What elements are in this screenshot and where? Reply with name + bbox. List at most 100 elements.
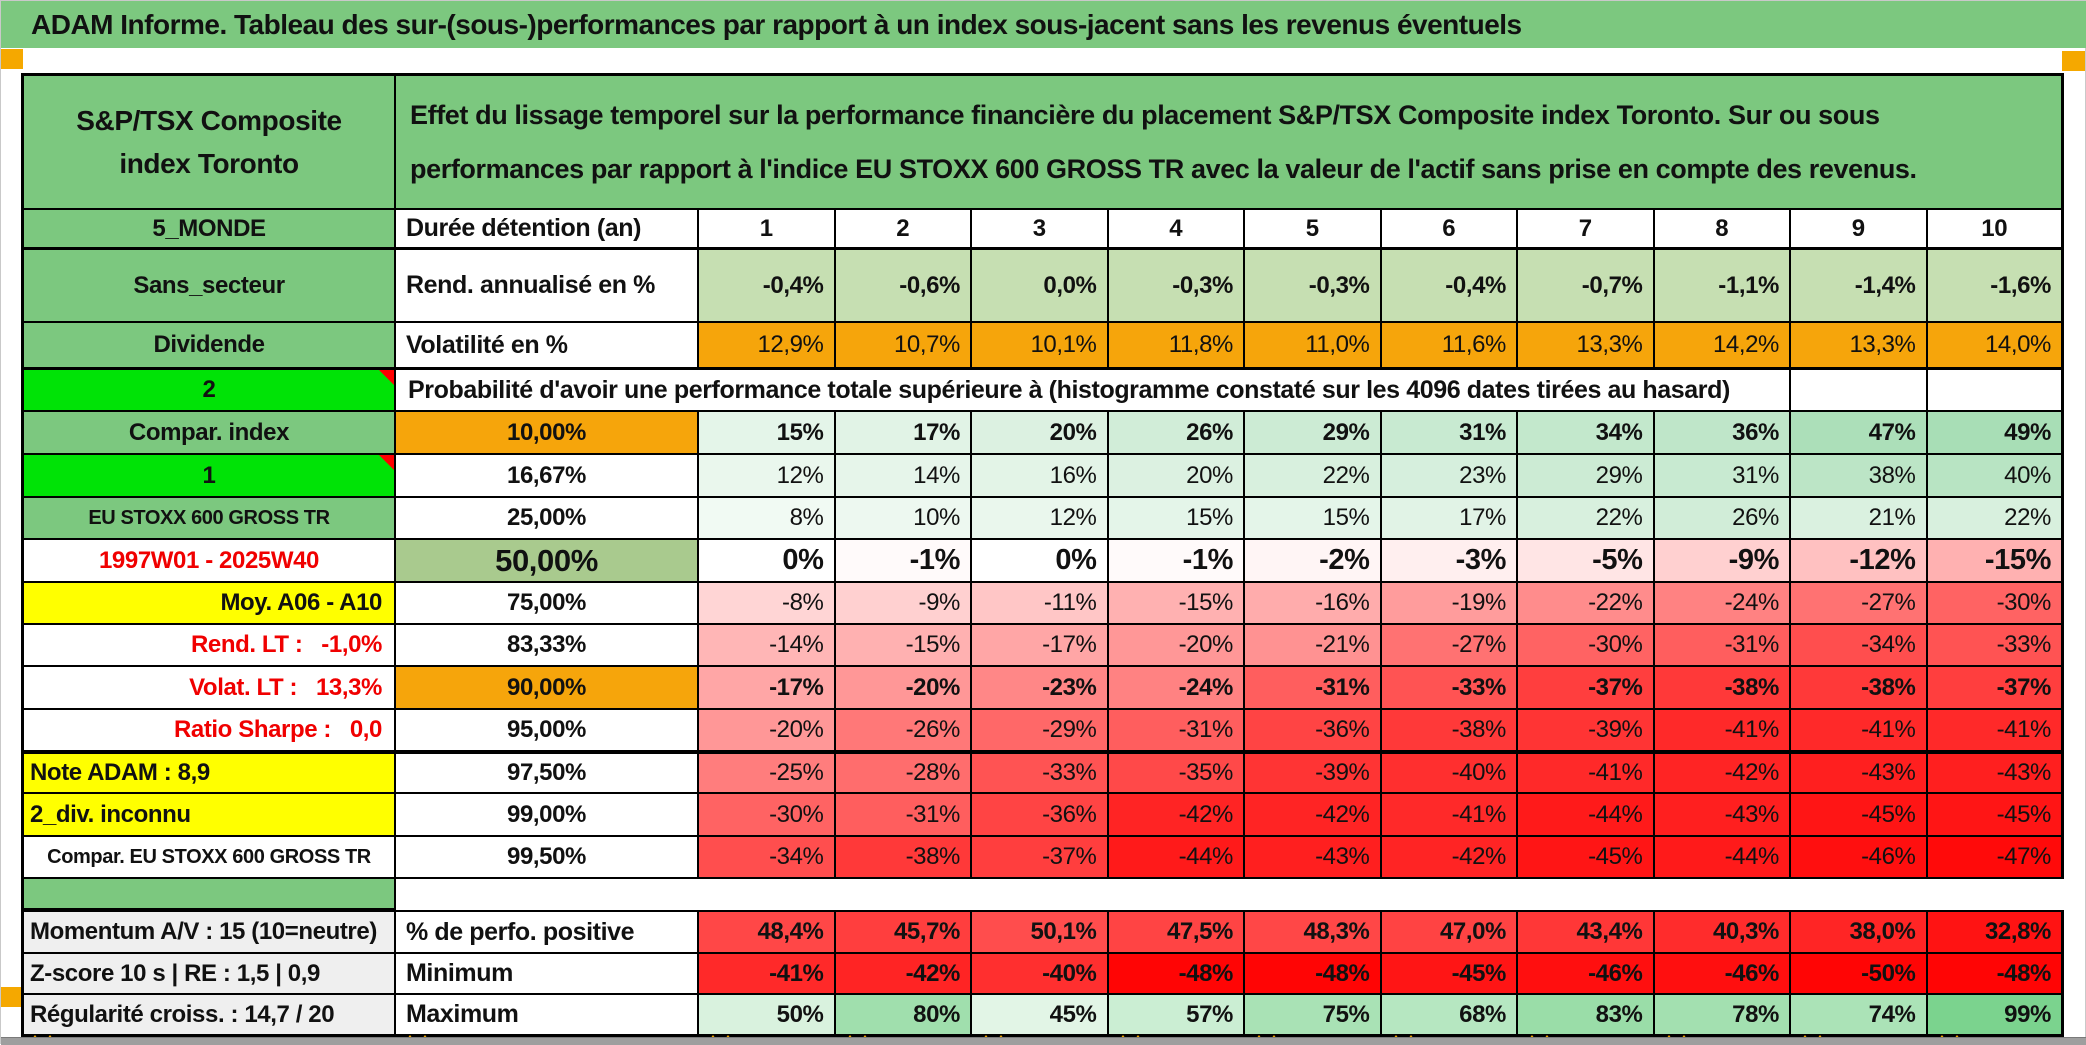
value-cell[interactable]: 34% bbox=[1518, 412, 1655, 455]
value-cell[interactable]: 0,0% bbox=[972, 250, 1109, 323]
value-cell[interactable]: -1% bbox=[835, 540, 972, 583]
value-cell[interactable]: 15% bbox=[1108, 498, 1245, 540]
value-cell[interactable]: -3% bbox=[1381, 540, 1518, 583]
value-cell[interactable]: -5% bbox=[1518, 540, 1655, 583]
value-cell[interactable]: -28% bbox=[835, 752, 972, 794]
row-label-cell[interactable]: Régularité croiss. : 14,7 / 20 bbox=[21, 995, 396, 1037]
value-cell[interactable]: 13,3% bbox=[1518, 323, 1655, 370]
value-cell[interactable]: -40% bbox=[972, 954, 1109, 995]
value-cell[interactable]: -50% bbox=[1791, 954, 1928, 995]
value-cell[interactable]: 11,0% bbox=[1245, 323, 1382, 370]
value-cell[interactable]: -8% bbox=[699, 583, 836, 625]
value-cell[interactable]: 12,9% bbox=[699, 323, 836, 370]
value-cell[interactable]: 38,0% bbox=[1791, 910, 1928, 954]
value-cell[interactable]: -17% bbox=[699, 667, 836, 710]
value-cell[interactable]: 0% bbox=[972, 540, 1109, 583]
value-cell[interactable]: -33% bbox=[1927, 625, 2064, 667]
row-header-cell[interactable]: 75,00% bbox=[396, 583, 699, 625]
value-cell[interactable]: 74% bbox=[1791, 995, 1928, 1037]
row-header-cell[interactable]: 99,00% bbox=[396, 794, 699, 837]
value-cell[interactable]: 57% bbox=[1108, 995, 1245, 1037]
value-cell[interactable]: 47% bbox=[1791, 412, 1928, 455]
value-cell[interactable]: -23% bbox=[972, 667, 1109, 710]
value-cell[interactable]: -31% bbox=[1654, 625, 1791, 667]
value-cell[interactable]: -9% bbox=[1654, 540, 1791, 583]
row-label-cell[interactable]: Moy. A06 - A10 bbox=[21, 583, 396, 625]
value-cell[interactable]: -44% bbox=[1654, 837, 1791, 879]
value-cell[interactable]: -29% bbox=[972, 710, 1109, 752]
empty-cell[interactable] bbox=[1791, 370, 1928, 412]
value-cell[interactable]: -41% bbox=[1654, 710, 1791, 752]
value-cell[interactable]: -33% bbox=[1381, 667, 1518, 710]
row-header-cell[interactable]: Minimum bbox=[396, 954, 699, 995]
value-cell[interactable]: 22% bbox=[1518, 498, 1655, 540]
value-cell[interactable]: 20% bbox=[972, 412, 1109, 455]
row-header-cell[interactable]: 10,00% bbox=[396, 412, 699, 455]
value-cell[interactable]: -46% bbox=[1518, 954, 1655, 995]
value-cell[interactable]: -0,4% bbox=[699, 250, 836, 323]
value-cell[interactable]: 21% bbox=[1791, 498, 1928, 540]
value-cell[interactable]: 7 bbox=[1518, 210, 1655, 250]
value-cell[interactable]: -0,4% bbox=[1381, 250, 1518, 323]
value-cell[interactable]: -42% bbox=[1654, 752, 1791, 794]
value-cell[interactable]: -22% bbox=[1518, 583, 1655, 625]
value-cell[interactable]: -31% bbox=[1245, 667, 1382, 710]
row-header-cell[interactable]: 90,00% bbox=[396, 667, 699, 710]
value-cell[interactable]: -42% bbox=[835, 954, 972, 995]
row-label-cell[interactable]: Compar. index bbox=[21, 412, 396, 455]
value-cell[interactable]: -15% bbox=[1108, 583, 1245, 625]
value-cell[interactable]: -20% bbox=[1108, 625, 1245, 667]
row-label-cell[interactable]: 2 bbox=[21, 370, 396, 412]
value-cell[interactable]: -34% bbox=[1791, 625, 1928, 667]
value-cell[interactable]: -37% bbox=[1927, 667, 2064, 710]
row-label-cell[interactable]: Volat. LT : 13,3% bbox=[21, 667, 396, 710]
row-label-cell[interactable]: Z-score 10 s | RE : 1,5 | 0,9 bbox=[21, 954, 396, 995]
value-cell[interactable]: 36% bbox=[1654, 412, 1791, 455]
value-cell[interactable]: -47% bbox=[1927, 837, 2064, 879]
value-cell[interactable]: 22% bbox=[1245, 455, 1382, 498]
value-cell[interactable]: -30% bbox=[1518, 625, 1655, 667]
value-cell[interactable]: -46% bbox=[1654, 954, 1791, 995]
row-header-cell[interactable]: 99,50% bbox=[396, 837, 699, 879]
value-cell[interactable]: 17% bbox=[1381, 498, 1518, 540]
value-cell[interactable]: 11,6% bbox=[1381, 323, 1518, 370]
value-cell[interactable]: -33% bbox=[972, 752, 1109, 794]
row-label-cell[interactable]: Rend. LT : -1,0% bbox=[21, 625, 396, 667]
value-cell[interactable]: 8 bbox=[1654, 210, 1791, 250]
value-cell[interactable]: -43% bbox=[1654, 794, 1791, 837]
value-cell[interactable]: 6 bbox=[1381, 210, 1518, 250]
value-cell[interactable]: -0,3% bbox=[1245, 250, 1382, 323]
row-header-cell[interactable]: 25,00% bbox=[396, 498, 699, 540]
value-cell[interactable]: -37% bbox=[972, 837, 1109, 879]
row-header-cell[interactable]: Maximum bbox=[396, 995, 699, 1037]
value-cell[interactable]: -40% bbox=[1381, 752, 1518, 794]
value-cell[interactable]: 68% bbox=[1381, 995, 1518, 1037]
row-header-cell[interactable]: % de perfo. positive bbox=[396, 910, 699, 954]
value-cell[interactable]: -31% bbox=[1108, 710, 1245, 752]
row-header-cell[interactable]: Durée détention (an) bbox=[396, 210, 699, 250]
value-cell[interactable]: 38% bbox=[1791, 455, 1928, 498]
separator-cell[interactable] bbox=[21, 879, 396, 910]
value-cell[interactable]: 40% bbox=[1927, 455, 2064, 498]
value-cell[interactable]: 10,1% bbox=[972, 323, 1109, 370]
value-cell[interactable]: 14,0% bbox=[1927, 323, 2064, 370]
value-cell[interactable]: 22% bbox=[1927, 498, 2064, 540]
value-cell[interactable]: 5 bbox=[1245, 210, 1382, 250]
value-cell[interactable]: -44% bbox=[1518, 794, 1655, 837]
value-cell[interactable]: -27% bbox=[1791, 583, 1928, 625]
value-cell[interactable]: -16% bbox=[1245, 583, 1382, 625]
value-cell[interactable]: -27% bbox=[1381, 625, 1518, 667]
value-cell[interactable]: 75% bbox=[1245, 995, 1382, 1037]
value-cell[interactable]: 10% bbox=[835, 498, 972, 540]
row-header-cell[interactable]: 83,33% bbox=[396, 625, 699, 667]
value-cell[interactable]: -41% bbox=[699, 954, 836, 995]
value-cell[interactable]: -37% bbox=[1518, 667, 1655, 710]
value-cell[interactable]: 17% bbox=[835, 412, 972, 455]
row-header-cell[interactable]: 95,00% bbox=[396, 710, 699, 752]
value-cell[interactable]: 1 bbox=[699, 210, 836, 250]
value-cell[interactable]: 43,4% bbox=[1518, 910, 1655, 954]
value-cell[interactable]: 45,7% bbox=[835, 910, 972, 954]
value-cell[interactable]: 0% bbox=[699, 540, 836, 583]
value-cell[interactable]: -43% bbox=[1245, 837, 1382, 879]
value-cell[interactable]: 47,0% bbox=[1381, 910, 1518, 954]
